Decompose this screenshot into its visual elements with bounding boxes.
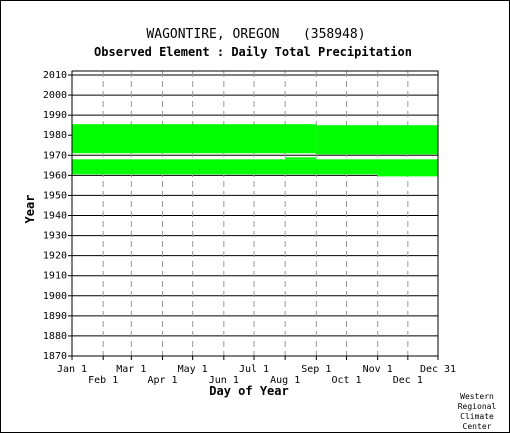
x-tick-label: Jul 1 xyxy=(239,364,269,375)
credit-line-2: Regional xyxy=(458,402,497,411)
x-tick-label: Dec 31 xyxy=(420,364,456,375)
y-tick-label: 1940 xyxy=(43,211,67,222)
y-tick-label: 1960 xyxy=(43,170,67,181)
y-tick-label: 1930 xyxy=(43,231,67,242)
y-tick-label: 1920 xyxy=(43,251,67,262)
y-tick-label: 1980 xyxy=(43,130,67,141)
y-tick-label: 1910 xyxy=(43,271,67,282)
x-tick-label: Dec 1 xyxy=(393,375,423,386)
data-block xyxy=(72,159,438,175)
data-block xyxy=(316,125,438,155)
credit-text: Western Regional Climate Center xyxy=(458,392,497,431)
x-tick-label: Apr 1 xyxy=(147,375,177,386)
x-tick-label: May 1 xyxy=(178,364,208,375)
credit-line-1: Western xyxy=(460,392,494,401)
x-axis-title: Day of Year xyxy=(209,384,288,398)
credit-line-3: Climate xyxy=(460,412,494,421)
data-block xyxy=(377,173,438,177)
y-tick-label: 2000 xyxy=(43,90,67,101)
x-tick-label: Jun 1 xyxy=(209,375,239,386)
data-block xyxy=(72,124,317,154)
x-tick-label: Oct 1 xyxy=(331,375,361,386)
x-tick-label: Sep 1 xyxy=(301,364,331,375)
credit-line-4: Center xyxy=(463,422,492,431)
tick-layer: 1870 1880 1890 1900 1910 1920 1930 1940 1950 1960… xyxy=(43,70,456,386)
y-tick-label: 1990 xyxy=(43,110,67,121)
chart-title: WAGONTIRE, OREGON (358948) xyxy=(146,27,365,42)
x-tick-label: Mar 1 xyxy=(116,364,146,375)
x-tick-label: Feb 1 xyxy=(88,375,118,386)
x-tick-label: Jan 1 xyxy=(57,364,87,375)
y-tick-label: 1900 xyxy=(43,291,67,302)
chart-subtitle: Observed Element : Daily Total Precipita… xyxy=(94,45,412,59)
grid-layer xyxy=(72,71,438,357)
y-tick-label: 1970 xyxy=(43,150,67,161)
y-tick-label: 1890 xyxy=(43,311,67,322)
data-layer xyxy=(72,124,438,177)
y-tick-label: 1870 xyxy=(43,351,67,362)
y-tick-label: 2010 xyxy=(43,70,67,81)
y-tick-label: 1880 xyxy=(43,331,67,342)
x-tick-label: Aug 1 xyxy=(270,375,300,386)
y-axis-title: Year xyxy=(23,195,37,224)
y-tick-label: 1950 xyxy=(43,190,67,201)
data-block xyxy=(285,157,317,160)
plot-area xyxy=(71,70,439,357)
x-tick-label: Nov 1 xyxy=(363,364,393,375)
